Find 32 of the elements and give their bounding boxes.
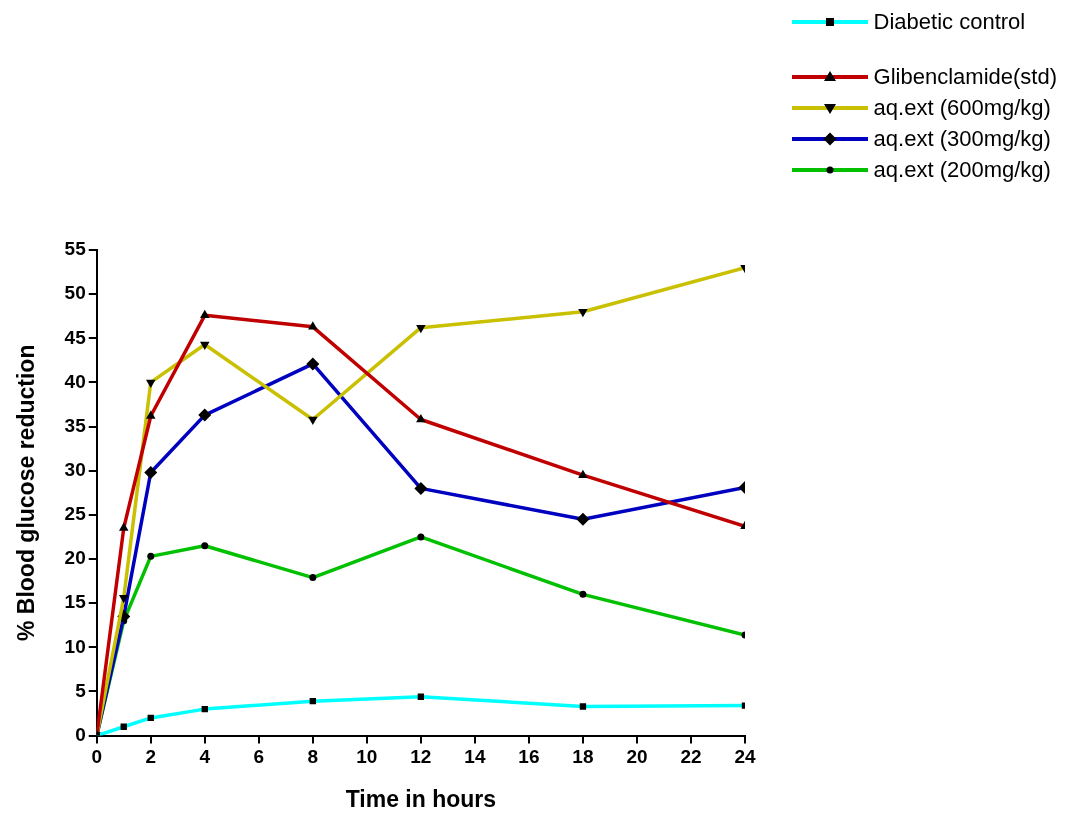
y-tick-label: 5 (75, 679, 87, 701)
y-axis-title: % Blood glucose reduction (13, 344, 40, 642)
x-tick-label: 8 (307, 746, 319, 768)
x-tick-label: 18 (572, 746, 594, 768)
x-tick-label: 14 (464, 746, 486, 768)
y-tick-label: 35 (64, 414, 87, 436)
x-tick-label: 6 (253, 746, 265, 768)
x-tick-label: 2 (145, 746, 157, 768)
legend-label: aq.ext (600mg/kg) (873, 94, 1051, 121)
legend-label: aq.ext (200mg/kg) (873, 156, 1051, 183)
y-tick-label: 15 (64, 591, 87, 613)
legend-label: Glibenclamide(std) (873, 63, 1057, 90)
y-tick-label: 10 (64, 635, 86, 657)
x-tick-label: 4 (199, 746, 211, 768)
x-tick-label: 0 (91, 746, 103, 768)
x-tick-label: 16 (518, 746, 540, 768)
legend-label: Diabetic control (873, 8, 1026, 35)
y-tick-label: 45 (64, 326, 87, 348)
y-tick-label: 55 (64, 238, 87, 260)
x-tick-label: 20 (626, 746, 648, 768)
y-tick-label: 0 (75, 723, 86, 745)
x-axis-title: Time in hours (345, 785, 497, 812)
x-tick-label: 10 (356, 746, 378, 768)
y-tick-label: 50 (64, 282, 86, 304)
x-tick-label: 24 (734, 746, 756, 768)
y-tick-label: 40 (64, 370, 86, 392)
x-tick-label: 22 (680, 746, 702, 768)
y-tick-label: 30 (64, 458, 86, 480)
x-tick-label: 12 (410, 746, 432, 768)
y-tick-label: 25 (64, 503, 87, 525)
legend-label: aq.ext (300mg/kg) (873, 125, 1051, 152)
y-tick-label: 20 (64, 547, 86, 569)
